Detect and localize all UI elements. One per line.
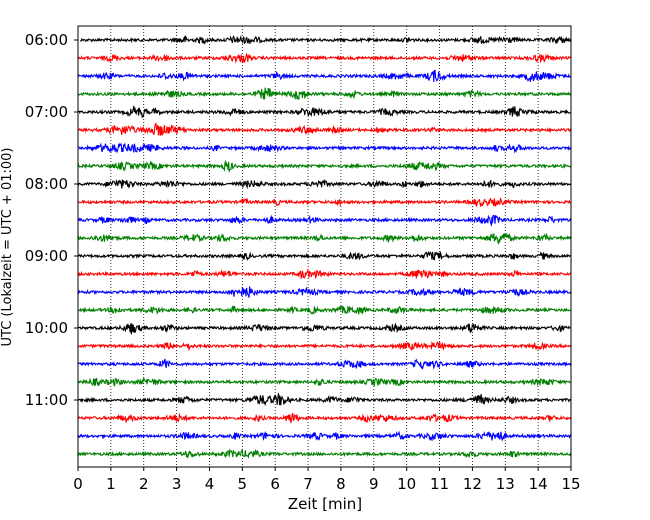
seismogram-trace bbox=[77, 377, 571, 387]
seismogram-trace bbox=[77, 448, 572, 460]
x-tick-label: 13 bbox=[496, 475, 515, 493]
plot-background bbox=[78, 26, 571, 467]
y-axis-label: UTC (Lokalzeit = UTC + 01:00) bbox=[0, 148, 15, 347]
x-tick-label: 8 bbox=[336, 475, 346, 493]
seismogram-trace bbox=[77, 69, 571, 83]
x-tick-label: 2 bbox=[139, 475, 149, 493]
seismogram-trace bbox=[77, 142, 572, 154]
seismogram-trace bbox=[77, 305, 571, 316]
seismogram-trace bbox=[77, 232, 572, 245]
x-tick-label: 10 bbox=[397, 475, 416, 493]
seismogram-trace bbox=[77, 178, 572, 190]
plot-frame bbox=[77, 25, 572, 468]
seismogram-trace bbox=[77, 196, 571, 208]
x-tick-label: 9 bbox=[369, 475, 379, 493]
x-tick-label: 4 bbox=[205, 475, 215, 493]
x-tick-label: 12 bbox=[463, 475, 482, 493]
y-tick-label: 06:00 bbox=[25, 31, 68, 49]
seismogram-trace bbox=[77, 412, 572, 424]
seismogram-trace bbox=[77, 358, 572, 370]
x-tick-label: 14 bbox=[529, 475, 548, 493]
seismogram-trace bbox=[77, 52, 572, 64]
y-tick-label: 07:00 bbox=[25, 103, 68, 121]
x-tick-label: 11 bbox=[430, 475, 449, 493]
x-tick-label: 7 bbox=[303, 475, 313, 493]
x-tick-label: 0 bbox=[73, 475, 83, 493]
y-tick-label: 09:00 bbox=[25, 247, 68, 265]
seismogram-trace bbox=[79, 34, 572, 45]
x-tick-label: 1 bbox=[106, 475, 116, 493]
seismogram-traces bbox=[77, 34, 572, 460]
seismogram-trace bbox=[77, 392, 571, 407]
seismogram-trace bbox=[77, 322, 571, 335]
seismogram-trace bbox=[77, 122, 572, 136]
seismogram-trace bbox=[77, 250, 572, 262]
seismogram-trace bbox=[77, 340, 572, 352]
x-tick-label: 6 bbox=[270, 475, 280, 493]
x-axis-ticks: 0 1 2 3 4 5 6 7 8 9 10 11 12 13 14 15 bbox=[73, 467, 581, 493]
seismogram-trace bbox=[77, 286, 572, 298]
y-tick-label: 08:00 bbox=[25, 175, 68, 193]
x-tick-label: 3 bbox=[172, 475, 182, 493]
seismogram-trace bbox=[77, 214, 572, 227]
seismogram-trace bbox=[77, 87, 572, 101]
x-tick-label: 5 bbox=[238, 475, 248, 493]
seismogram-trace bbox=[77, 430, 572, 442]
seismogram-trace bbox=[77, 105, 571, 119]
x-axis-label: Zeit [min] bbox=[288, 495, 362, 513]
x-tick-label: 15 bbox=[561, 475, 580, 493]
y-tick-label: 11:00 bbox=[25, 391, 68, 409]
y-axis-ticks: 06:00 07:00 08:00 09:00 10:00 11:00 bbox=[25, 31, 78, 409]
seismogram-trace bbox=[77, 268, 571, 280]
y-tick-label: 10:00 bbox=[25, 319, 68, 337]
seismogram-trace bbox=[77, 159, 571, 172]
